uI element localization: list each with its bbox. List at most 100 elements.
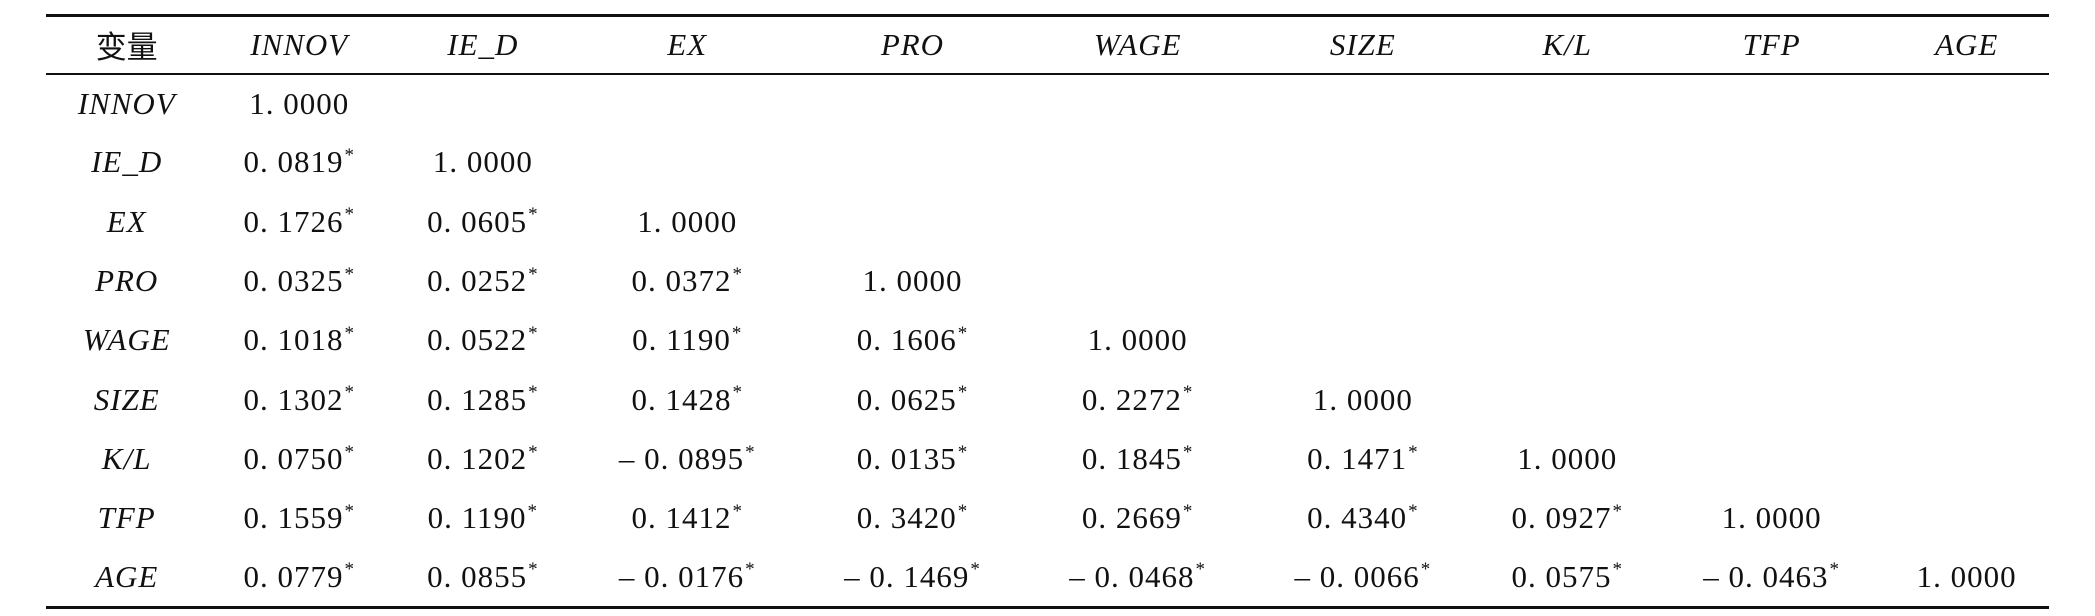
significance-star: *: [957, 382, 969, 404]
cell-value: 0. 2669: [1081, 500, 1182, 536]
empty-cell: [1659, 192, 1884, 251]
significance-star: *: [527, 500, 538, 522]
table-cell: 0. 1471*: [1250, 429, 1475, 488]
cell-value: – 0. 1469: [844, 558, 970, 594]
table-cell: 1. 0000: [800, 251, 1025, 310]
empty-cell: [1250, 133, 1475, 192]
table-cell: 0. 0135*: [800, 429, 1025, 488]
significance-star: *: [344, 323, 355, 344]
cell-value: 0. 1190: [632, 322, 731, 358]
column-header: AGE: [1935, 26, 1999, 62]
significance-star: *: [957, 323, 969, 344]
table-row: INNOV 1. 0000: [46, 74, 2049, 133]
row-label: TFP: [97, 500, 156, 536]
significance-star: *: [731, 323, 743, 344]
table-cell: 1. 0000: [207, 74, 391, 133]
significance-star: *: [1182, 441, 1194, 463]
cell-value: 1. 0000: [1312, 381, 1413, 417]
cell-value: 0. 1559: [243, 500, 344, 536]
empty-cell: [1250, 311, 1475, 370]
empty-cell: [1659, 429, 1884, 488]
empty-cell: [1884, 133, 2049, 192]
table-cell: 0. 0750*: [207, 429, 391, 488]
significance-star: *: [528, 441, 539, 463]
significance-star: *: [1829, 559, 1841, 581]
table-cell: 0. 1285*: [391, 370, 575, 429]
cell-value: 1. 0000: [1916, 558, 2017, 594]
column-header: IE_D: [447, 26, 519, 62]
table-cell: 0. 0372*: [575, 251, 800, 310]
table-cell: 0. 1428*: [575, 370, 800, 429]
table-cell: 1. 0000: [575, 192, 800, 251]
significance-star: *: [344, 204, 355, 226]
empty-cell: [1884, 192, 2049, 251]
empty-cell: [1659, 133, 1884, 192]
table-row: IE_D 0. 0819* 1. 0000: [46, 133, 2049, 192]
significance-star: *: [1420, 559, 1432, 581]
empty-cell: [1250, 192, 1475, 251]
table-cell: 0. 1202*: [391, 429, 575, 488]
significance-star: *: [528, 559, 539, 581]
table-cell: 0. 0325*: [207, 251, 391, 310]
significance-star: *: [957, 441, 969, 463]
table-cell: – 0. 1469*: [800, 548, 1025, 607]
table-cell: 1. 0000: [391, 133, 575, 192]
cell-value: 0. 1190: [427, 500, 527, 536]
significance-star: *: [344, 500, 355, 522]
cell-value: 0. 4340: [1307, 500, 1408, 536]
empty-cell: [1884, 311, 2049, 370]
significance-star: *: [344, 382, 355, 404]
table-cell: 0. 2272*: [1025, 370, 1250, 429]
cell-value: – 0. 0463: [1703, 558, 1829, 594]
empty-cell: [1659, 370, 1884, 429]
table-row: K/L 0. 0750* 0. 1202* – 0. 0895* 0. 0135* 0. …: [46, 429, 2049, 488]
significance-star: *: [1612, 500, 1624, 522]
cell-value: 0. 0855: [427, 558, 528, 594]
table-cell: 0. 3420*: [800, 489, 1025, 548]
cell-value: 0. 0819: [243, 144, 344, 180]
significance-star: *: [970, 559, 981, 581]
cell-value: 0. 0325: [243, 263, 344, 299]
empty-cell: [1884, 251, 2049, 310]
table-row: TFP 0. 1559* 0. 1190* 0. 1412* 0. 3420* 0. 26…: [46, 489, 2049, 548]
table-cell: 1. 0000: [1884, 548, 2049, 607]
table-cell: – 0. 0463*: [1659, 548, 1884, 607]
row-label: PRO: [95, 263, 159, 299]
table-cell: 0. 1190*: [575, 311, 800, 370]
significance-star: *: [1182, 382, 1194, 404]
cell-value: – 0. 0895: [618, 440, 745, 476]
empty-cell: [1025, 192, 1250, 251]
cell-value: 0. 1606: [856, 322, 957, 358]
table-header: 变量 INNOV IE_D EX PRO WAGE SIZE K/L TFP AGE: [46, 15, 2049, 74]
table-cell: 0. 1606*: [800, 311, 1025, 370]
cell-value: 0. 0625: [856, 381, 957, 417]
cell-value: 1. 0000: [862, 263, 963, 299]
row-label: SIZE: [93, 381, 160, 417]
significance-star: *: [732, 500, 743, 522]
significance-star: *: [745, 441, 756, 463]
cell-value: 1. 0000: [1517, 440, 1618, 476]
significance-star: *: [745, 559, 756, 581]
cell-value: 0. 1428: [631, 381, 732, 417]
significance-star: *: [528, 204, 539, 226]
cell-value: – 0. 0468: [1069, 558, 1195, 594]
empty-cell: [1659, 251, 1884, 310]
cell-value: 0. 0927: [1511, 500, 1612, 536]
empty-cell: [1475, 133, 1659, 192]
table-cell: 0. 0252*: [391, 251, 575, 310]
table-cell: – 0. 0895*: [575, 429, 800, 488]
significance-star: *: [344, 441, 355, 463]
row-label: INNOV: [77, 85, 176, 121]
cell-value: 1. 0000: [637, 203, 738, 239]
cell-value: 0. 1302: [243, 381, 344, 417]
empty-cell: [1475, 311, 1659, 370]
cell-value: 0. 1412: [631, 500, 732, 536]
cell-value: 0. 1471: [1307, 440, 1408, 476]
table-cell: 0. 0855*: [391, 548, 575, 607]
cell-value: 0. 1726: [243, 203, 344, 239]
table-cell: 0. 1190*: [391, 489, 575, 548]
table-cell: 0. 0819*: [207, 133, 391, 192]
significance-star: *: [732, 263, 743, 285]
row-label: AGE: [95, 558, 159, 594]
